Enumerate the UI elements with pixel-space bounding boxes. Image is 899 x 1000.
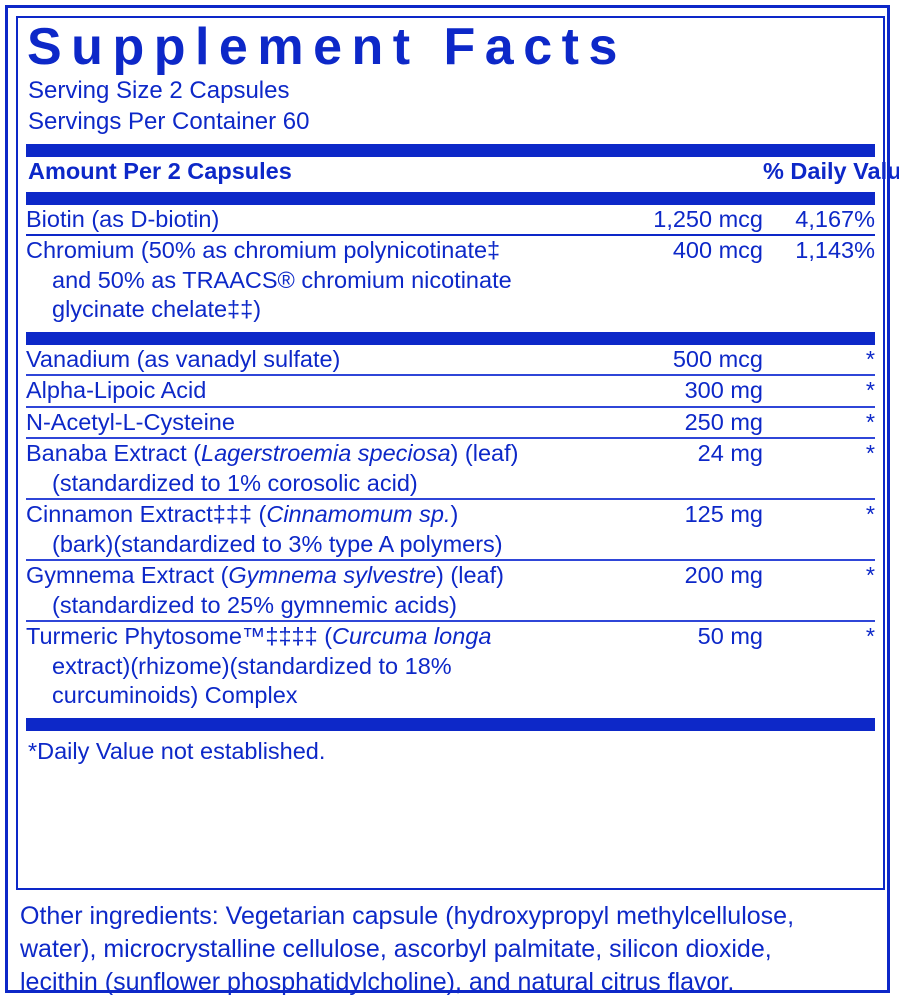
nutrient-amount-chromium: 400 mcg	[672, 237, 763, 264]
row-divider	[26, 437, 875, 440]
table-row: Turmeric Phytosome™‡‡‡‡ (Curcuma longa e…	[26, 622, 875, 710]
nutrient-amount-n-acetyl-l-cysteine: 250 mg	[684, 408, 763, 435]
row-divider	[26, 234, 875, 237]
other-ingredients-line-2: water), microcrystalline cellulose, asco…	[20, 934, 772, 963]
nutrient-dv-alpha-lipoic-acid: *	[865, 377, 875, 404]
table-header-row: Amount Per 2 Capsules % Daily Value	[26, 157, 899, 186]
turmeric-latin-name: Curcuma longa	[332, 623, 492, 650]
amount-header-spacer	[613, 157, 763, 186]
nutrient-dv-vanadium: *	[865, 345, 875, 372]
table-row: Banaba Extract (Lagerstroemia speciosa) …	[26, 439, 875, 498]
banaba-latin-name: Lagerstroemia speciosa	[201, 440, 451, 467]
nutrient-name-banaba-extract: Banaba Extract (Lagerstroemia speciosa) …	[26, 439, 613, 498]
chromium-line-3: glycinate chelate‡‡)	[52, 296, 262, 323]
nutrient-name-gymnema-extract: Gymnema Extract (Gymnema sylvestre) (lea…	[26, 561, 613, 620]
row-divider	[26, 559, 875, 562]
table-row: Vanadium (as vanadyl sulfate) 500 mcg *	[26, 345, 875, 374]
banaba-name-post: ) (leaf)	[450, 440, 519, 467]
table-row: Chromium (50% as chromium polynicotinate…	[26, 236, 875, 324]
amount-per-serving-header: Amount Per 2 Capsules	[28, 158, 292, 185]
supplement-facts-label: Supplement Facts Serving Size 2 Capsules…	[5, 5, 899, 996]
nutrient-dv-gymnema-extract: *	[865, 562, 875, 589]
row-divider-row	[26, 620, 875, 623]
nutrient-amount-banaba-extract: 24 mg	[697, 440, 763, 467]
nutrient-name-turmeric-phytosome: Turmeric Phytosome™‡‡‡‡ (Curcuma longa e…	[26, 622, 613, 710]
cinnamon-latin-name: Cinnamomum sp.	[266, 501, 451, 528]
gymnema-name-post: ) (leaf)	[436, 562, 504, 589]
other-ingredients-line-1: Other ingredients: Vegetarian capsule (h…	[20, 902, 795, 930]
nutrient-dv-chromium: 1,143%	[795, 237, 875, 264]
nutrient-name-n-acetyl-l-cysteine: N-Acetyl-L-Cysteine	[26, 408, 235, 435]
table-row: Alpha-Lipoic Acid 300 mg *	[26, 376, 875, 405]
cinnamon-name-pre: Cinnamon Extract‡‡‡ (	[26, 501, 267, 528]
other-ingredients-line-3: lecithin (sunflower phosphatidylcholine)…	[20, 967, 735, 996]
chromium-line-2: and 50% as TRAACS® chromium nicotinate	[52, 266, 512, 293]
row-divider	[26, 498, 875, 501]
row-divider-row	[26, 498, 875, 501]
gymnema-line-2: (standardized to 25% gymnemic acids)	[52, 591, 457, 618]
row-divider	[26, 374, 875, 377]
daily-value-footnote: *Daily Value not established.	[28, 737, 326, 764]
other-ingredients-section: Other ingredients: Vegetarian capsule (h…	[18, 898, 883, 998]
divider-bar-mid	[26, 331, 875, 345]
cinnamon-name-post: )	[450, 501, 459, 528]
turmeric-name-pre: Turmeric Phytosome™‡‡‡‡ (	[26, 623, 333, 650]
nutrient-amount-cinnamon-extract: 125 mg	[684, 501, 763, 528]
nutrient-amount-gymnema-extract: 200 mg	[684, 562, 763, 589]
row-divider	[26, 405, 875, 408]
table-row: Biotin (as D-biotin) 1,250 mcg 4,167%	[26, 205, 875, 234]
nutrition-table-chromium: Chromium (50% as chromium polynicotinate…	[26, 236, 875, 324]
gymnema-name-pre: Gymnema Extract (	[26, 562, 229, 589]
nutrient-name-alpha-lipoic-acid: Alpha-Lipoic Acid	[26, 377, 207, 404]
banaba-line-2: (standardized to 1% corosolic acid)	[52, 469, 418, 496]
nutrient-amount-biotin: 1,250 mcg	[653, 205, 763, 232]
turmeric-line-3: curcuminoids) Complex	[52, 682, 298, 709]
nutrient-name-biotin: Biotin (as D-biotin)	[26, 205, 220, 232]
table-row: N-Acetyl-L-Cysteine 250 mg *	[26, 408, 875, 437]
gymnema-latin-name: Gymnema sylvestre	[228, 562, 437, 589]
divider-bar-under-header	[26, 191, 875, 205]
divider-bar-top	[26, 144, 875, 158]
serving-size-text: Serving Size 2 Capsules	[28, 77, 290, 105]
table-row: Cinnamon Extract‡‡‡ (Cinnamomum sp.) (ba…	[26, 500, 875, 559]
nutrient-dv-n-acetyl-l-cysteine: *	[865, 408, 875, 435]
row-divider	[26, 620, 875, 623]
nutrient-amount-alpha-lipoic-acid: 300 mg	[684, 377, 763, 404]
nutrient-dv-biotin: 4,167%	[795, 205, 875, 232]
chromium-line-1: Chromium (50% as chromium polynicotinate…	[26, 237, 501, 264]
nutrient-amount-turmeric-phytosome: 50 mg	[697, 623, 763, 650]
row-divider-row	[26, 559, 875, 562]
nutrient-name-cinnamon-extract: Cinnamon Extract‡‡‡ (Cinnamomum sp.) (ba…	[26, 500, 613, 559]
nutrient-dv-cinnamon-extract: *	[865, 501, 875, 528]
servings-per-container-text: Servings Per Container 60	[28, 108, 310, 136]
row-divider-row	[26, 405, 875, 408]
table-row: Gymnema Extract (Gymnema sylvestre) (lea…	[26, 561, 875, 620]
nutrient-name-chromium: Chromium (50% as chromium polynicotinate…	[26, 236, 613, 324]
nutrition-table-bottom: Vanadium (as vanadyl sulfate) 500 mcg * …	[26, 345, 875, 711]
nutrient-dv-banaba-extract: *	[865, 440, 875, 467]
turmeric-line-2: extract)(rhizome)(standardized to 18%	[52, 652, 452, 679]
nutrition-table-top: Biotin (as D-biotin) 1,250 mcg 4,167%	[26, 205, 875, 234]
nutrition-table-header: Amount Per 2 Capsules % Daily Value	[26, 157, 899, 186]
nutrient-amount-vanadium: 500 mcg	[672, 345, 763, 372]
nutrient-name-vanadium: Vanadium (as vanadyl sulfate)	[26, 345, 341, 372]
page-title: Supplement Facts	[27, 18, 627, 76]
supplement-facts-panel: Supplement Facts Serving Size 2 Capsules…	[16, 16, 899, 890]
daily-value-header: % Daily Value	[763, 158, 899, 185]
banaba-name-pre: Banaba Extract (	[26, 440, 202, 467]
row-divider-row	[26, 437, 875, 440]
divider-bar-bottom	[26, 717, 875, 731]
nutrient-dv-turmeric-phytosome: *	[865, 623, 875, 650]
row-divider-row	[26, 374, 875, 377]
cinnamon-line-2: (bark)(standardized to 3% type A polymer…	[52, 530, 503, 557]
